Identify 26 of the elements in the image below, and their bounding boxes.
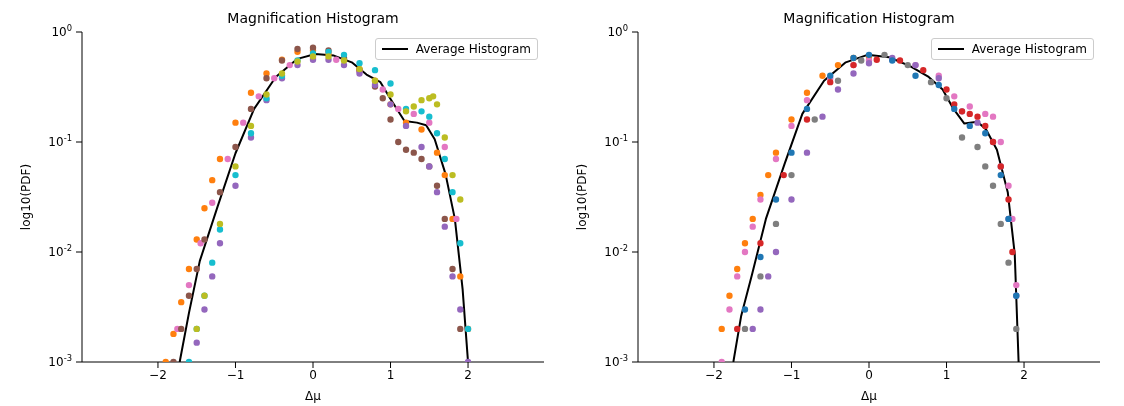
chart-title: Magnification Histogram bbox=[226, 10, 400, 26]
x-tick-label: 2 bbox=[464, 367, 472, 382]
y-tick-label: 10$^{-2}$ bbox=[48, 243, 72, 259]
y-axis-title: log10(PDF) bbox=[575, 163, 590, 231]
y-axis-title: log10(PDF) bbox=[19, 163, 34, 231]
x-tick-label: −1 bbox=[782, 367, 801, 382]
y-tick-label: 10$^{-1}$ bbox=[48, 133, 72, 149]
y-tick-label: 10$^{-1}$ bbox=[604, 133, 628, 149]
x-tick-label: −1 bbox=[226, 367, 245, 382]
y-tick-label: 10$^{-2}$ bbox=[604, 243, 628, 259]
y-tick-label: 10$^{0}$ bbox=[51, 23, 72, 39]
x-tick-label: −2 bbox=[705, 367, 723, 382]
legend-label: Average Histogram bbox=[415, 42, 531, 56]
x-tick-label: −2 bbox=[149, 367, 167, 382]
y-tick-label: 10$^{-3}$ bbox=[48, 353, 72, 369]
x-tick-label: 1 bbox=[942, 367, 951, 382]
x-tick-label: 1 bbox=[386, 367, 395, 382]
x-tick-label: 2 bbox=[1020, 367, 1028, 382]
legend-label: Average Histogram bbox=[971, 42, 1087, 56]
x-tick-label: 0 bbox=[309, 367, 317, 382]
y-tick-label: 10$^{-3}$ bbox=[604, 353, 628, 369]
chart-title: Magnification Histogram bbox=[782, 10, 956, 26]
x-axis-title: Δμ bbox=[861, 389, 878, 403]
x-axis-title: Δμ bbox=[305, 389, 322, 403]
x-tick-label: 0 bbox=[865, 367, 873, 382]
y-tick-label: 10$^{0}$ bbox=[607, 23, 628, 39]
